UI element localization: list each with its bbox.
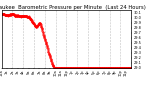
Title: Milwaukee  Barometric Pressure per Minute  (Last 24 Hours): Milwaukee Barometric Pressure per Minute… xyxy=(0,5,146,10)
